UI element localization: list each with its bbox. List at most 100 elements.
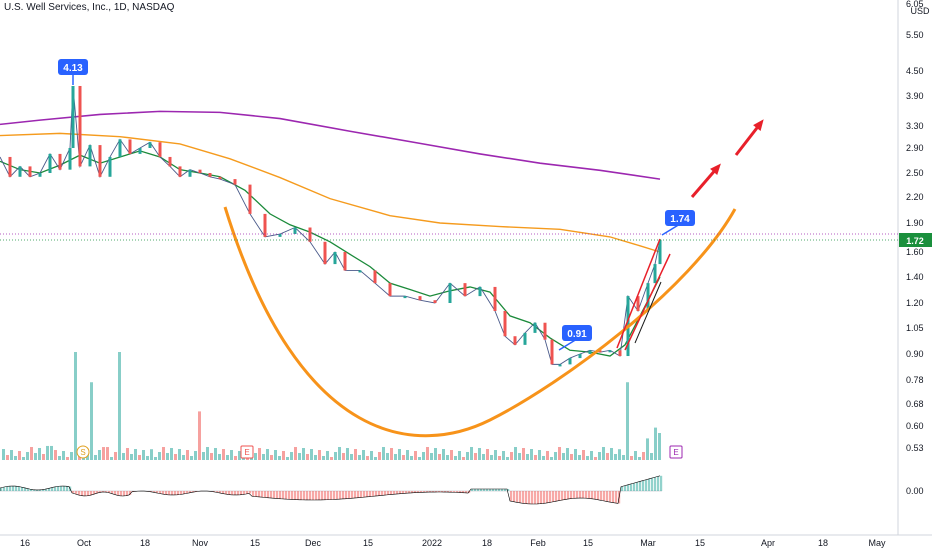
volume-bar [382,447,385,460]
volume-bar [394,454,397,460]
volume-bar [358,455,361,460]
osc-bar [213,491,216,492]
osc-bar [258,491,261,497]
volume-bar [470,447,473,460]
osc-bar [504,489,507,491]
volume-bar [194,451,197,460]
osc-bar [57,486,60,491]
osc-bar [162,491,165,494]
osc-bar [378,491,381,496]
volume-bar [494,450,497,460]
osc-bar [432,491,435,493]
event-marker-label: E [673,448,678,457]
candle [403,296,407,299]
price-axis[interactable]: 6.05 5.50 4.50 3.90 3.30 2.90 2.50 2.20 1.90 1.60… [906,0,924,453]
osc-bar [429,491,432,493]
osc-bar [222,491,225,494]
osc-bar [549,491,552,503]
osc-bar [6,486,9,491]
candle [646,283,650,311]
volume-bar [34,453,37,460]
osc-bar [411,491,414,493]
osc-bar [219,491,222,493]
arrow-shaft [690,167,719,198]
volume-bar [258,448,261,460]
osc-bar [348,491,351,499]
volume-bar [598,452,601,460]
volume-bar [170,448,173,460]
trend-line [624,253,671,351]
osc-bar [315,491,318,500]
osc-bar [336,491,339,500]
osc-bar [168,491,171,495]
osc-bar [558,491,561,501]
candle [263,213,267,237]
event-marker-label: E [244,448,249,457]
volume-bar [30,447,33,460]
osc-bar [252,491,255,497]
candle [178,166,182,177]
osc-bar [120,491,123,496]
volume-bar [546,451,549,460]
osc-bar [495,489,498,491]
osc-bar [36,489,39,491]
osc-bar [270,491,273,498]
osc-bar [615,491,618,503]
osc-bar [18,486,21,491]
volume-bar [14,456,17,460]
volume-bar [266,449,269,460]
osc-bar [519,491,522,503]
osc-bar [60,486,63,491]
osc-bar [117,491,120,496]
osc-bar [45,489,48,491]
osc-bar [459,491,462,493]
osc-bar [333,491,336,500]
volume-bar [570,454,573,460]
volume-bar [154,457,157,460]
volume-bar [474,453,477,460]
osc-bar [300,491,303,500]
volume-bar [162,447,165,460]
osc-bar [111,491,114,494]
volume-bar [498,456,501,460]
candle [448,283,452,303]
candle [513,336,517,345]
osc-bar [183,491,186,495]
x-tick-label: Mar [640,538,656,548]
volume-bar [130,454,133,460]
osc-bar [261,491,264,498]
candle [233,179,237,185]
y-tick-label: 0.60 [906,421,924,431]
time-axis[interactable]: 16 Oct 18 Nov 15 Dec 15 2022 18 Feb 15 Mar 15 Apr 18 Ma… [20,538,886,548]
x-tick-label: 18 [482,538,492,548]
osc-bar [54,487,57,491]
volume-bar [550,457,553,460]
arrow-head [753,119,764,131]
candle [198,169,202,173]
candle [463,283,467,297]
volume-bar [610,448,613,460]
event-marker-label: S [80,448,85,457]
volume-bar [330,457,333,460]
osc-bar [282,491,285,499]
osc-bar [462,491,465,493]
volume-bar [230,450,233,460]
volume-bar [234,456,237,460]
callout-box [665,210,695,226]
volume-bar [2,449,5,460]
candle [373,270,377,284]
volume-bar [58,456,61,460]
osc-bar [645,480,648,491]
osc-bar [342,491,345,499]
osc-bar [582,491,585,499]
volume-bar [354,449,357,460]
arrow-head [710,163,721,175]
candle [503,310,507,337]
volume-bar [282,451,285,460]
osc-bar [24,487,27,491]
volume-bar [622,455,625,460]
osc-bar [291,491,294,500]
currency-label: USD [910,6,930,16]
